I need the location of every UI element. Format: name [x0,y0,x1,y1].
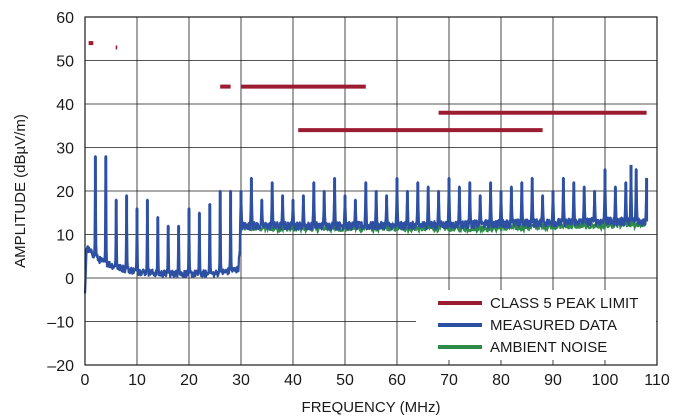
y-tick-label: 10 [56,228,74,245]
y-tick-label: –20 [47,358,74,375]
legend-label-class5-limit: CLASS 5 PEAK LIMIT [490,295,638,312]
x-tick-label: 60 [388,372,406,389]
y-tick-label: 0 [65,271,74,288]
y-axis-title: AMPLITUDE (dBµV/m) [12,114,29,268]
x-tick-label: 40 [284,372,302,389]
x-tick-label: 80 [492,372,510,389]
series-layer [83,41,649,294]
y-tick-label: 40 [56,97,74,114]
x-tick-label: 100 [592,372,619,389]
y-tick-label: 20 [56,184,74,201]
x-axis-title: FREQUENCY (MHz) [302,399,441,416]
x-tick-label: 30 [232,372,250,389]
x-tick-label: 10 [128,372,146,389]
legend-label-ambient-noise: AMBIENT NOISE [490,339,607,356]
x-tick-label: 0 [81,372,90,389]
x-tick-label: 90 [544,372,562,389]
x-tick-label: 20 [180,372,198,389]
plot-frame [84,16,658,366]
y-tick-label: 50 [56,54,74,71]
y-tick-label: 60 [56,10,74,27]
y-tick-label: 30 [56,141,74,158]
legend: CLASS 5 PEAK LIMIT MEASURED DATA AMBIENT… [416,290,656,360]
x-tick-label: 70 [440,372,458,389]
x-tick-label: 110 [644,372,670,389]
x-tick-label: 50 [336,372,354,389]
y-tick-label: –10 [47,315,74,332]
tick-labels: 0 10 20 30 40 50 60 70 80 90 100 110 –20 –10 0 10 20 30 40… [47,10,670,389]
legend-label-measured-data: MEASURED DATA [490,317,617,334]
